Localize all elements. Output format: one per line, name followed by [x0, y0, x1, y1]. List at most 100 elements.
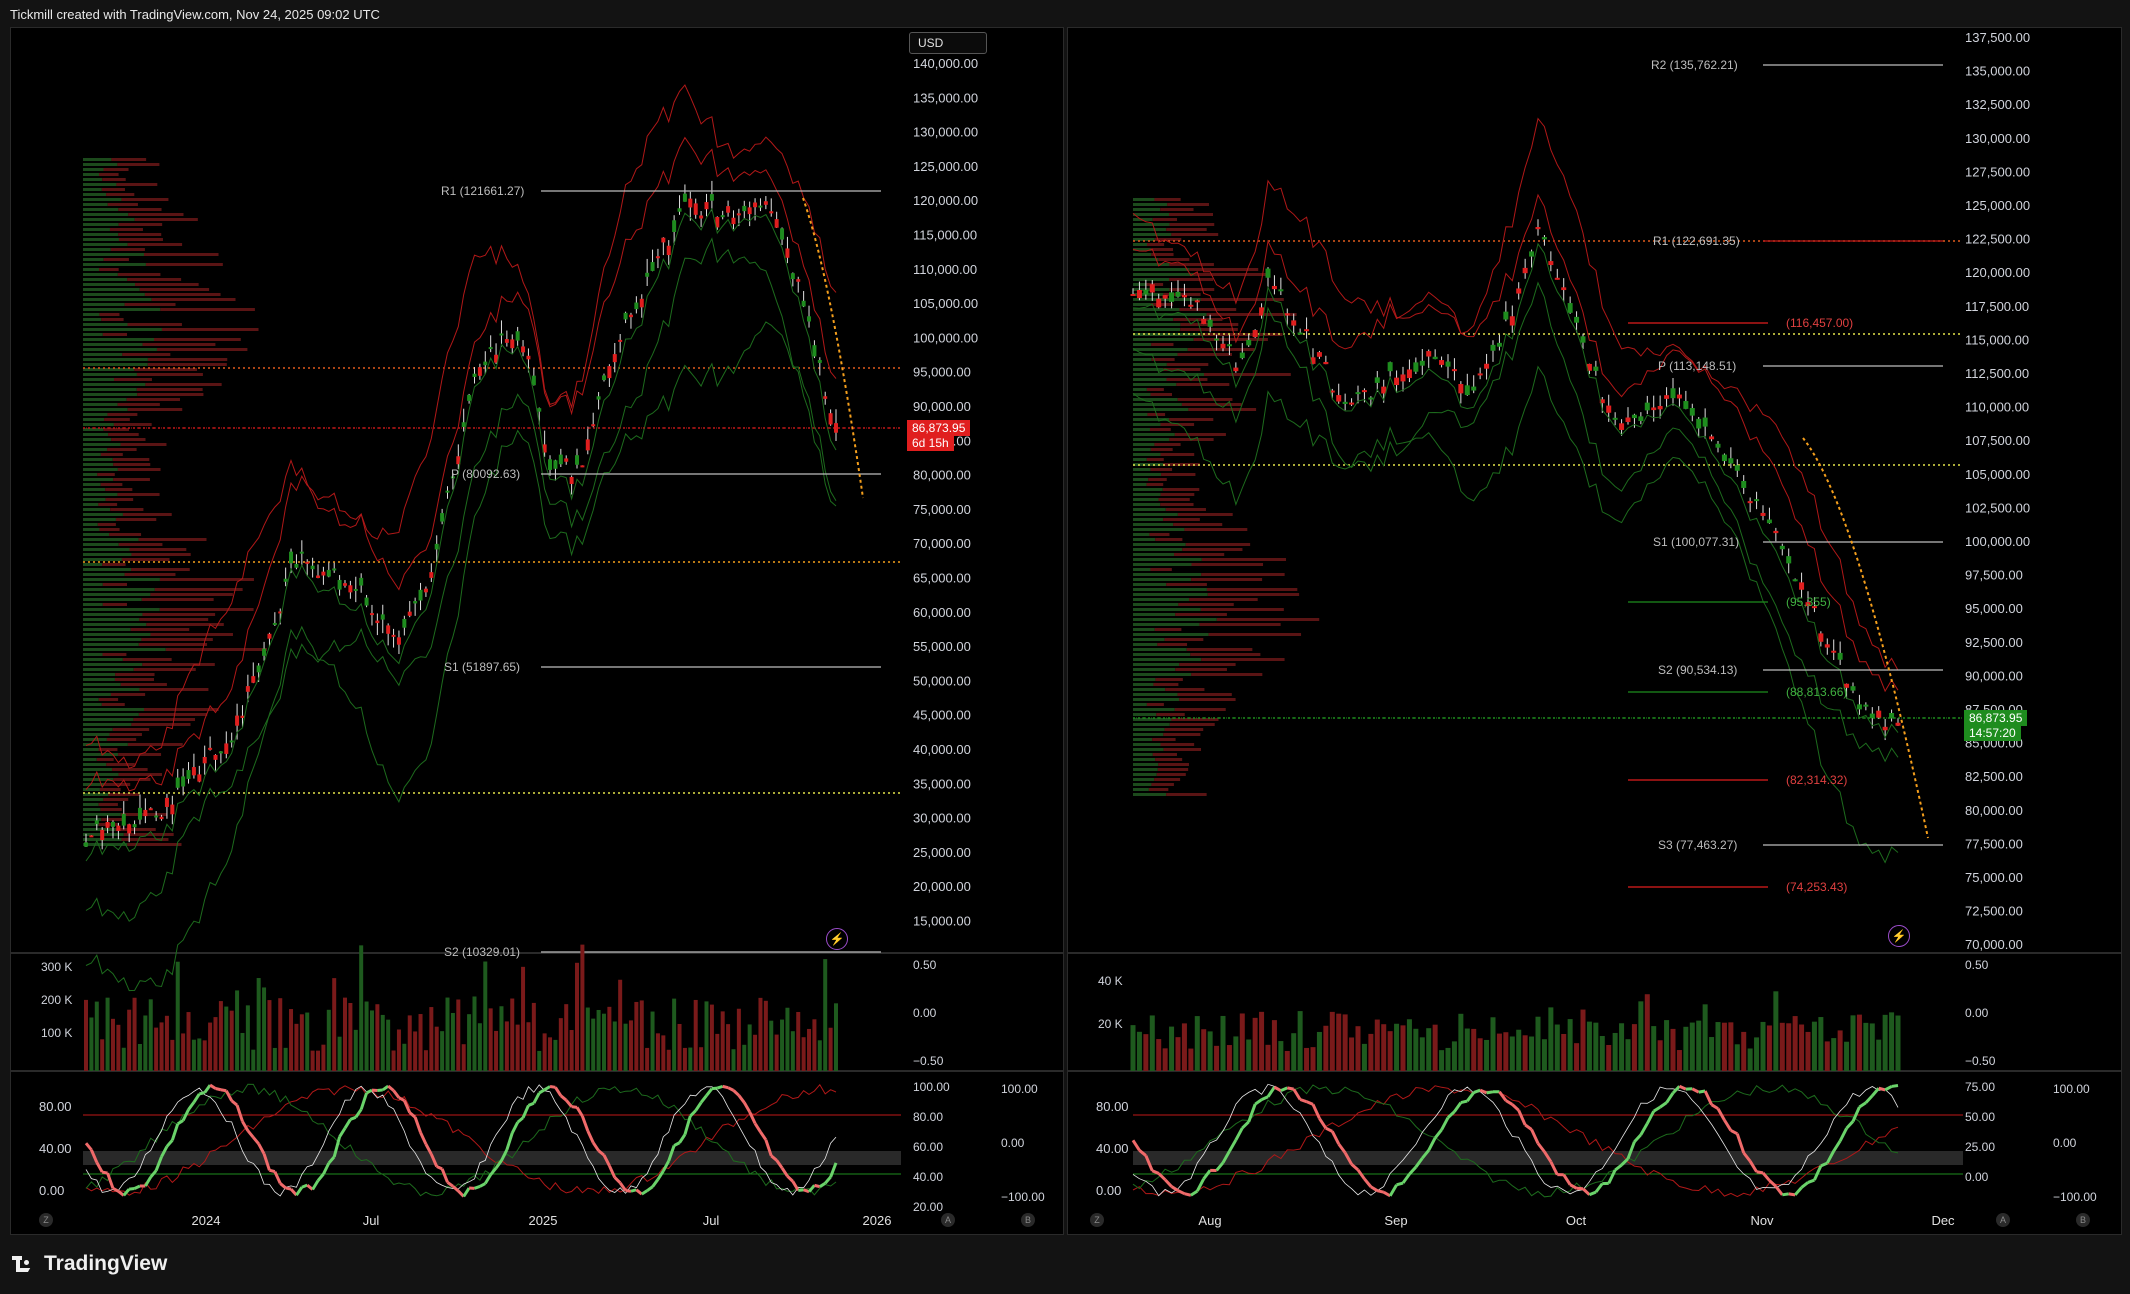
volume-profile-bar	[1133, 323, 1181, 326]
volume-profile-bar	[83, 273, 118, 276]
stoch-k-line	[1311, 1103, 1321, 1120]
volume-profile-bar	[83, 623, 147, 626]
volume-profile-bar	[122, 513, 172, 516]
volume-profile-bar	[1199, 623, 1281, 626]
volume-profile-bar	[115, 828, 156, 831]
stoch-k-line	[694, 1101, 703, 1112]
price-axis-tick: 75,000.00	[913, 502, 971, 517]
stoch-k-line	[1588, 1190, 1597, 1197]
volume-profile-bar	[1193, 273, 1269, 276]
volume-profile-bar	[1133, 783, 1152, 786]
volume-profile-bar	[1133, 233, 1172, 236]
volume-profile-bar	[83, 768, 113, 771]
candle-body	[1831, 650, 1837, 653]
volume-profile-bar	[1133, 208, 1161, 211]
auto-scale-button[interactable]: A	[1996, 1213, 2010, 1227]
right-chart-pane[interactable]: 137,500.00 135,000.00 132,500.00 130,000.00…	[1067, 27, 2122, 1235]
candle-body	[256, 665, 261, 673]
right-chart-canvas[interactable]: 137,500.00 135,000.00 132,500.00 130,000.00…	[1068, 28, 2121, 1234]
stoch-k-line	[354, 1108, 363, 1119]
lightning-icon[interactable]: ⚡	[826, 928, 848, 950]
stoch-k-line	[1184, 1192, 1192, 1197]
volume-bar	[542, 1033, 547, 1071]
volume-bar	[1702, 1004, 1708, 1071]
scale-mode-button[interactable]: B	[2076, 1213, 2090, 1227]
volume-profile-bar	[83, 318, 102, 321]
candle-body	[1683, 401, 1689, 409]
volume-profile-bar	[1150, 448, 1173, 451]
volume-profile-bar	[1186, 648, 1253, 651]
pivot-label: S2 (10329.01)	[444, 945, 520, 959]
stoch-axis-tick-far: 0.00	[1001, 1136, 1025, 1150]
volume-profile-bar	[160, 308, 255, 311]
stoch-k-line	[483, 1173, 492, 1185]
volume-bar	[585, 1007, 590, 1071]
stoch-k-line	[1825, 1150, 1836, 1164]
volume-bar	[1278, 1041, 1284, 1071]
volume-profile-bar	[1133, 353, 1178, 356]
volume-profile-bar	[1185, 543, 1251, 546]
stoch-k-line	[1356, 1169, 1366, 1180]
candle-body	[1567, 303, 1573, 313]
candle-body	[817, 359, 822, 363]
volume-profile-bar	[1133, 663, 1180, 666]
volume-profile-bar	[1133, 608, 1201, 611]
volume-bar	[240, 1032, 245, 1071]
stoch-k-line	[84, 1142, 93, 1151]
band-line	[85, 237, 837, 922]
zoom-reset-button[interactable]: Z	[39, 1213, 53, 1227]
volume-bar	[359, 945, 364, 1071]
volume-profile-bar	[83, 528, 100, 531]
stoch-k-line	[489, 1167, 498, 1176]
volume-profile-bar	[1133, 763, 1159, 766]
zoom-reset-button[interactable]: Z	[1090, 1213, 1104, 1227]
stoch-k-line	[230, 1099, 239, 1107]
stoch-k-line	[1370, 1185, 1379, 1192]
stoch-k-line	[387, 1084, 395, 1092]
pivot-label: (116,457.00)	[1786, 316, 1853, 330]
volume-profile-bar	[101, 188, 125, 191]
candle-body	[1811, 606, 1817, 609]
stoch-k-line	[829, 1162, 838, 1178]
volume-profile-bar	[1133, 768, 1158, 771]
candle-body	[1580, 336, 1586, 343]
volume-profile-bar	[1189, 598, 1258, 601]
stoch-k-line	[322, 1162, 331, 1175]
candle-body	[1368, 397, 1374, 400]
volume-profile-bar	[1146, 483, 1164, 486]
volume-profile-bar	[118, 208, 162, 211]
candle-body	[1361, 390, 1367, 393]
stoch-k-line	[1871, 1087, 1880, 1097]
candle-body	[1400, 374, 1406, 382]
candle-body	[1252, 330, 1258, 338]
left-chart-pane[interactable]: 140,000.00 135,000.00 130,000.00 125,000.00…	[10, 27, 1064, 1235]
price-axis-tick: 80,000.00	[913, 468, 971, 483]
volume-profile-bar	[1158, 763, 1189, 766]
stoch-k-line	[1266, 1086, 1276, 1098]
stoch-axis-tick: 0.00	[1096, 1183, 1121, 1198]
auto-scale-button[interactable]: A	[941, 1213, 955, 1227]
lightning-icon[interactable]: ⚡	[1888, 925, 1910, 947]
candle-body	[1895, 722, 1901, 726]
volume-profile-bar	[1133, 338, 1194, 341]
volume-profile-bar	[134, 218, 198, 221]
volume-bar	[472, 996, 477, 1071]
left-chart-canvas[interactable]: 140,000.00 135,000.00 130,000.00 125,000.00…	[11, 28, 1063, 1234]
stoch-k-line	[646, 1185, 654, 1192]
volume-profile-bar	[117, 468, 161, 471]
tradingview-logo[interactable]: TradingView	[12, 1252, 167, 1276]
volume-bar	[164, 1015, 169, 1071]
scale-mode-button[interactable]: B	[1021, 1213, 1035, 1227]
volume-profile-bar	[1165, 688, 1205, 691]
stoch-k-line	[1363, 1177, 1373, 1188]
stoch-k-line	[1164, 1178, 1173, 1188]
candle-body	[575, 455, 580, 465]
candle-body	[1734, 465, 1740, 471]
stoch-k-line	[1190, 1189, 1199, 1197]
currency-selector[interactable]: USD	[909, 32, 987, 54]
volume-bar	[1670, 1028, 1676, 1071]
volume-bar	[1786, 1023, 1792, 1071]
volume-profile-bar	[1133, 643, 1158, 646]
candle-body	[682, 193, 687, 202]
volume-profile-bar	[101, 818, 124, 821]
